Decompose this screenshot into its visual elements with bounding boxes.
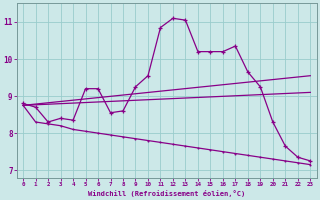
X-axis label: Windchill (Refroidissement éolien,°C): Windchill (Refroidissement éolien,°C) xyxy=(88,190,245,197)
